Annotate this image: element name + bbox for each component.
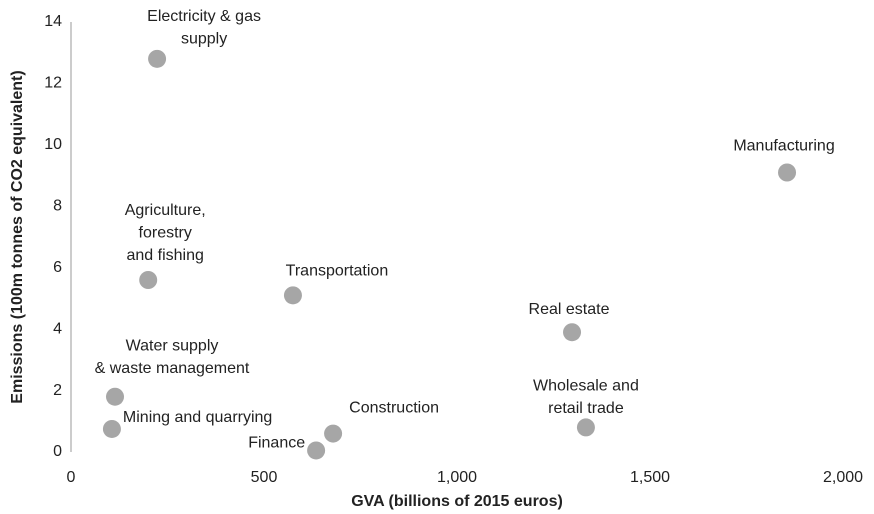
point-label: Transportation bbox=[286, 263, 389, 280]
point-label: Real estate bbox=[529, 301, 610, 318]
point bbox=[148, 49, 167, 68]
point-label-line: Manufacturing bbox=[733, 138, 834, 155]
point-label-line: Water supply bbox=[126, 338, 219, 355]
point-label-line: forestry bbox=[139, 225, 192, 242]
point-label-line: & waste management bbox=[95, 360, 250, 377]
point-label: Electricity & gas supply bbox=[147, 8, 261, 48]
point-label: Mining and quarrying bbox=[123, 409, 272, 426]
x-tick-label: 0 bbox=[67, 469, 76, 486]
point-label-line: Transportation bbox=[286, 263, 389, 280]
point-label: Construction bbox=[349, 400, 439, 417]
point-label-line: Electricity & gas bbox=[147, 8, 261, 25]
point bbox=[576, 418, 595, 437]
x-tick-label: 1,500 bbox=[630, 469, 670, 486]
y-tick-label: 14 bbox=[44, 13, 62, 30]
y-tick-label: 8 bbox=[53, 198, 62, 215]
x-tick-label: 2,000 bbox=[823, 469, 863, 486]
y-axis-title: Emissions (100m tonnes of CO2 equivalent… bbox=[9, 70, 26, 403]
point bbox=[778, 163, 797, 182]
point bbox=[324, 424, 343, 443]
point bbox=[283, 286, 302, 305]
y-tick-label: 12 bbox=[44, 75, 62, 92]
x-tick-label: 1,000 bbox=[437, 469, 477, 486]
point bbox=[139, 271, 158, 289]
point-label-line: Agriculture, bbox=[125, 202, 206, 219]
y-tick-label: 10 bbox=[44, 136, 62, 153]
point bbox=[106, 387, 125, 406]
y-tick-label: 4 bbox=[53, 320, 62, 337]
y-tick-label: 2 bbox=[53, 382, 62, 399]
point-label-line: Mining and quarrying bbox=[123, 409, 272, 426]
point bbox=[307, 441, 326, 460]
y-tick-label: 0 bbox=[53, 443, 62, 460]
point-label-line: and fishing bbox=[127, 247, 204, 264]
point-label-line: Wholesale and bbox=[533, 378, 639, 395]
point-label-line: Construction bbox=[349, 400, 439, 417]
point-label: Manufacturing bbox=[733, 138, 834, 155]
point-label: Wholesale and retail trade bbox=[533, 378, 639, 418]
x-axis-title: GVA (billions of 2015 euros) bbox=[351, 493, 563, 510]
point-label-line: Finance bbox=[248, 435, 305, 452]
point bbox=[563, 323, 582, 342]
point-label: Finance bbox=[248, 435, 305, 452]
point-label: Agriculture, forestry and fishing bbox=[125, 202, 206, 264]
y-tick-label: 6 bbox=[53, 259, 62, 276]
point-label: Water supply & waste management bbox=[95, 338, 250, 378]
point bbox=[102, 419, 121, 438]
x-tick-label: 500 bbox=[251, 469, 278, 486]
point-label-line: supply bbox=[181, 31, 227, 48]
point-label-line: retail trade bbox=[548, 400, 624, 417]
point-label-line: Real estate bbox=[529, 301, 610, 318]
